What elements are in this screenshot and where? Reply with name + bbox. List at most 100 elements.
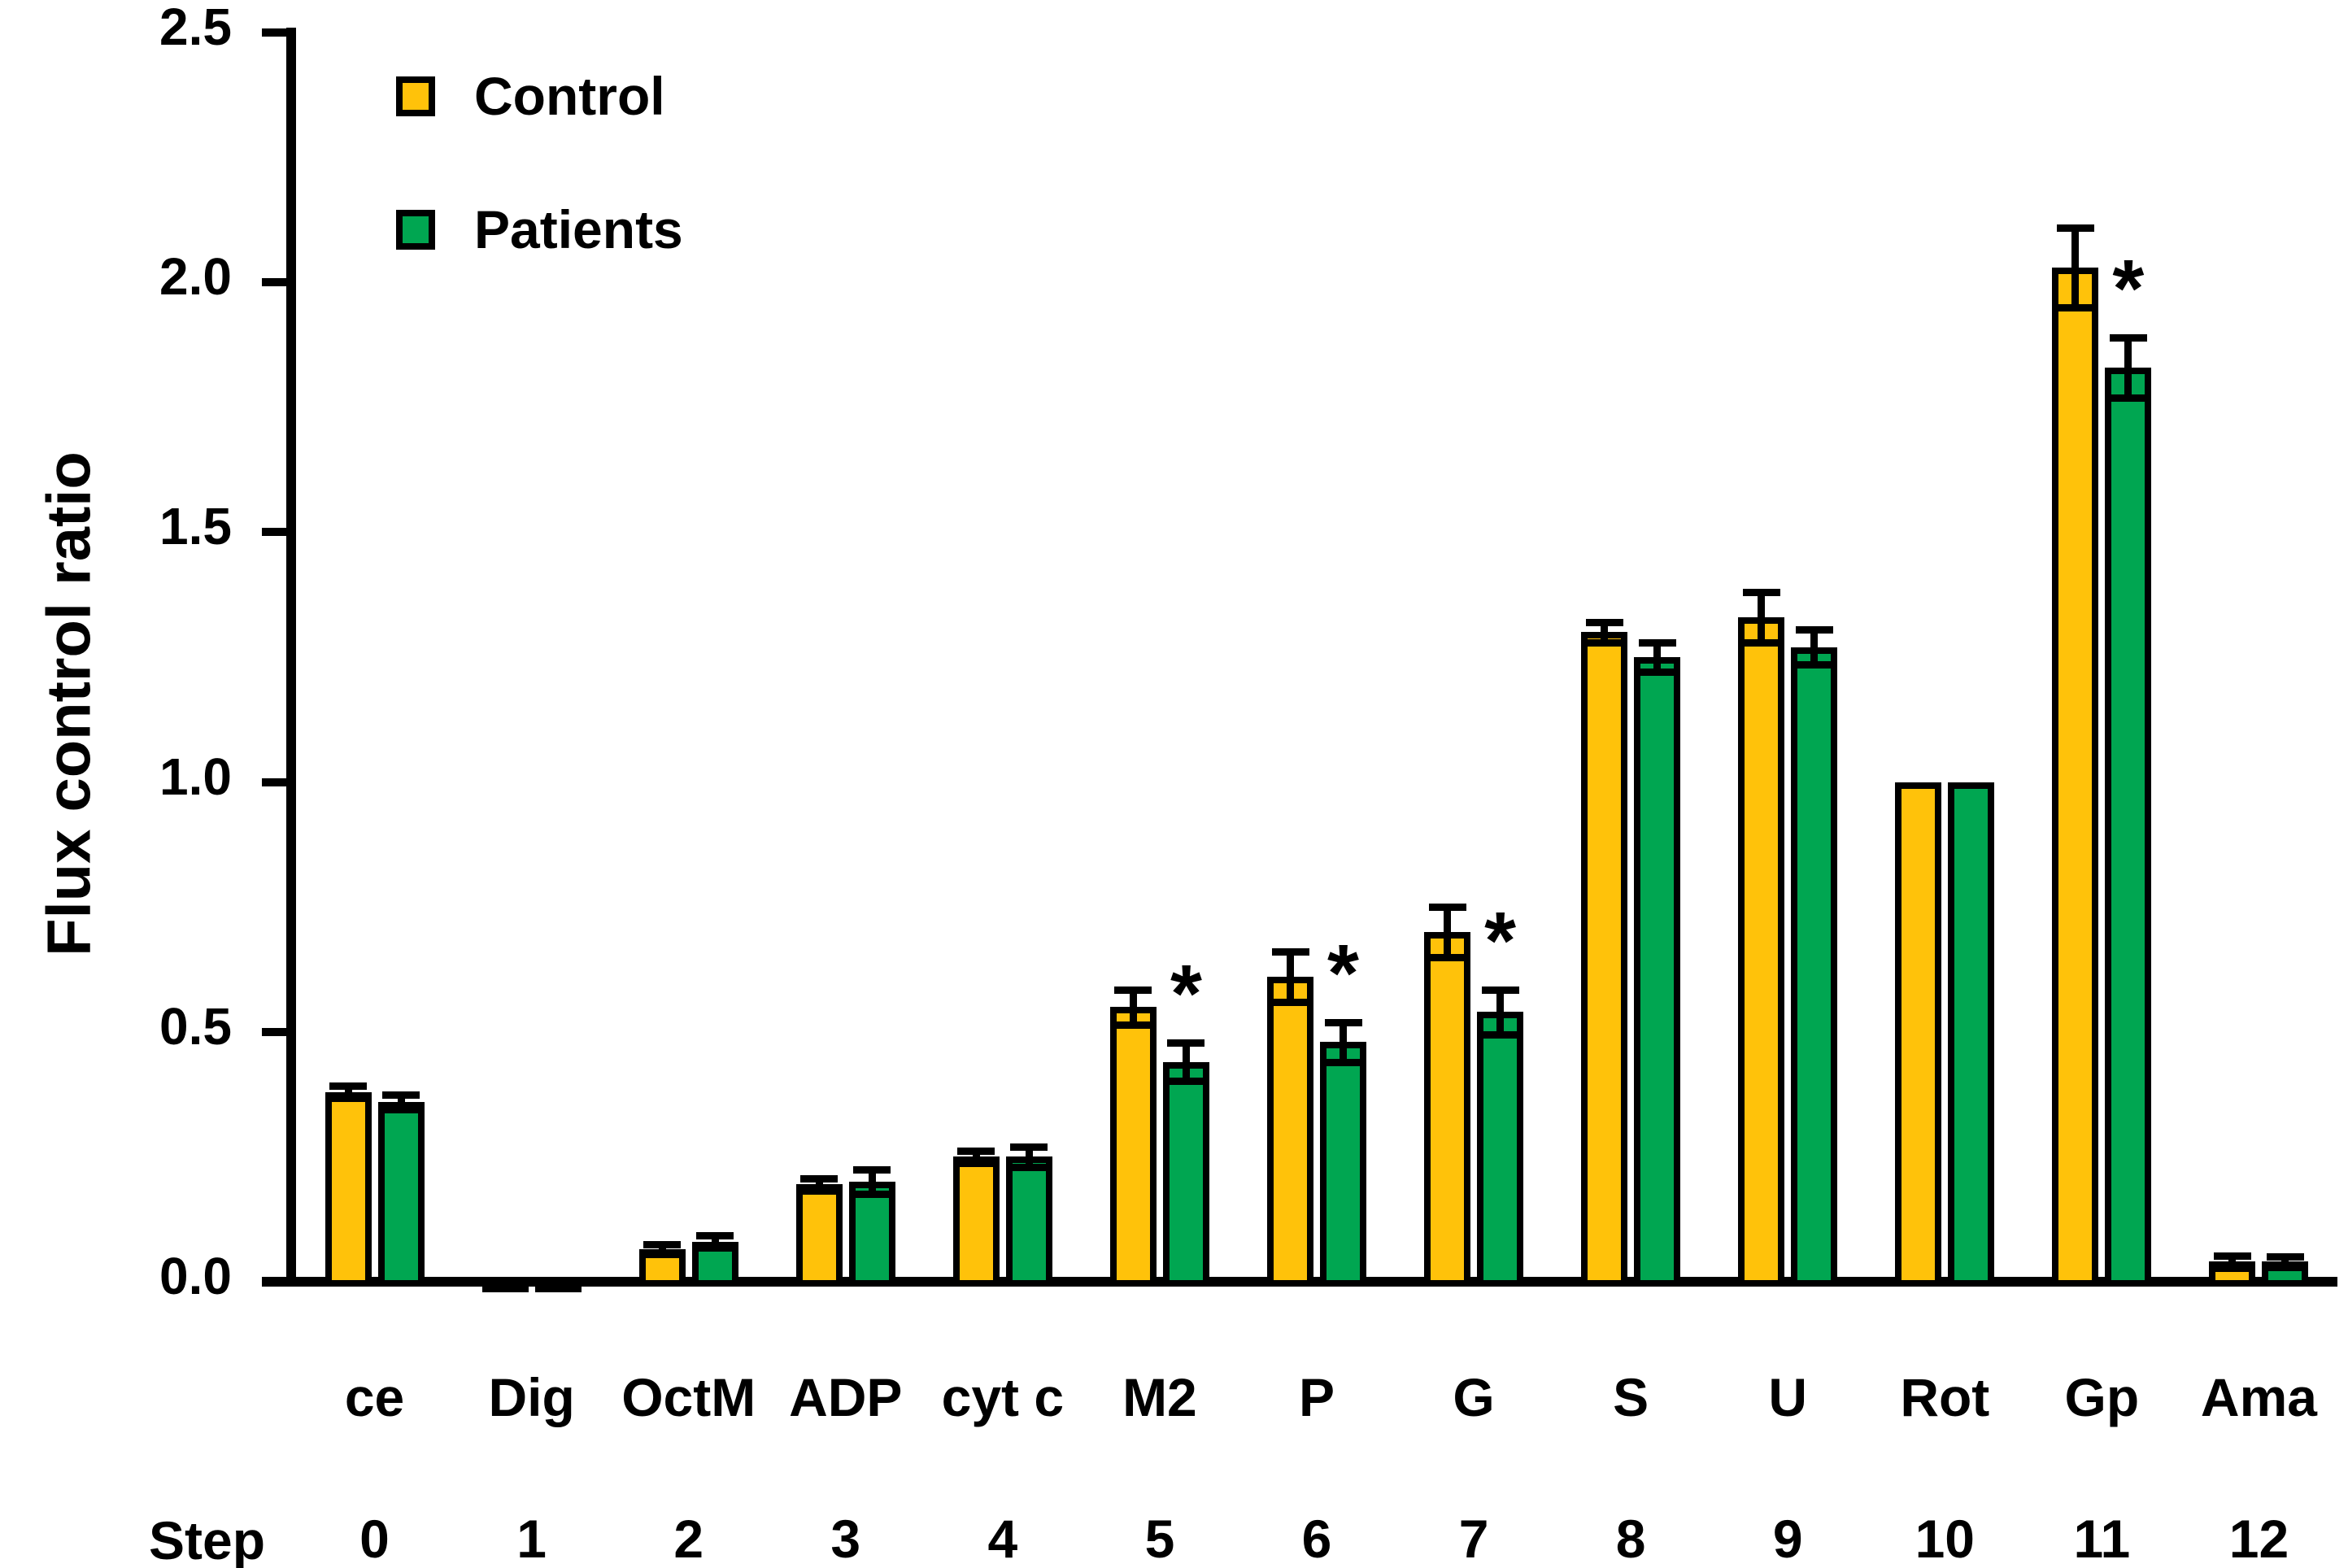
error-bar-stem bbox=[1287, 952, 1294, 1002]
x-label-ce: ce bbox=[344, 1367, 405, 1427]
patients-bar-Dig bbox=[534, 1278, 582, 1292]
error-bar-cap bbox=[382, 1091, 420, 1099]
error-bar-stem bbox=[1653, 642, 1662, 673]
error-bar-stem bbox=[658, 1244, 666, 1255]
step-number-2: 2 bbox=[673, 1509, 704, 1568]
step-row-label: Step bbox=[149, 1510, 266, 1568]
error-bar-cap bbox=[1167, 1078, 1205, 1085]
x-label-OctM: OctM bbox=[621, 1367, 756, 1427]
error-bar-cap bbox=[800, 1174, 839, 1183]
patients-bar-U bbox=[1791, 647, 1838, 1287]
error-bar-cap bbox=[1742, 638, 1780, 647]
y-tick-label: 2.0 bbox=[159, 247, 232, 307]
legend-entry-patients: Patients bbox=[396, 192, 683, 267]
error-bar-cap bbox=[696, 1232, 734, 1240]
x-label-ADP: ADP bbox=[789, 1367, 903, 1427]
patients-bar-P bbox=[1320, 1042, 1366, 1287]
significance-asterisk: * bbox=[2112, 242, 2145, 334]
y-tick-label: 0.0 bbox=[159, 1247, 232, 1305]
step-number-7: 7 bbox=[1458, 1509, 1489, 1568]
patients-swatch bbox=[396, 209, 435, 250]
error-bar-stem bbox=[2124, 337, 2132, 398]
error-bar-cap bbox=[1585, 618, 1623, 626]
error-bar-cap bbox=[2213, 1252, 2251, 1261]
step-number-1: 1 bbox=[516, 1509, 547, 1568]
patients-bar-Gp bbox=[2105, 367, 2152, 1287]
error-bar-cap bbox=[1795, 626, 1833, 634]
error-bar-stem bbox=[1810, 629, 1819, 665]
control-bar-S bbox=[1581, 632, 1628, 1287]
error-bar-cap bbox=[2213, 1264, 2251, 1272]
x-label-Ama: Ama bbox=[2200, 1367, 2317, 1427]
error-bar-cap bbox=[2109, 394, 2147, 402]
control-bar-cyt c bbox=[952, 1156, 1000, 1287]
step-number-5: 5 bbox=[1144, 1509, 1175, 1568]
legend-label-control: Control bbox=[474, 66, 665, 126]
x-label-cyt c: cyt c bbox=[941, 1367, 1065, 1427]
error-bar-cap bbox=[1481, 986, 1519, 994]
legend: Control Patients bbox=[396, 59, 683, 267]
error-bar-cap bbox=[1324, 1058, 1362, 1066]
error-bar-cap bbox=[1271, 948, 1309, 956]
y-axis bbox=[286, 28, 296, 1287]
step-number-6: 6 bbox=[1301, 1509, 1332, 1568]
patients-bar-M2 bbox=[1162, 1061, 1209, 1287]
error-bar-stem bbox=[1496, 989, 1505, 1034]
error-bar-cap bbox=[800, 1187, 839, 1195]
step-number-4: 4 bbox=[987, 1509, 1018, 1568]
error-bar-stem bbox=[1182, 1043, 1190, 1081]
error-bar-cap bbox=[643, 1251, 682, 1259]
x-label-Gp: Gp bbox=[2064, 1367, 2140, 1427]
error-bar-stem bbox=[1758, 592, 1766, 642]
error-bar-cap bbox=[1167, 1039, 1205, 1048]
error-bar-stem bbox=[1340, 1021, 1347, 1062]
y-tick bbox=[262, 278, 286, 287]
y-tick-label: 1.0 bbox=[159, 747, 232, 806]
error-bar-cap bbox=[2056, 224, 2094, 232]
step-number-12: 12 bbox=[2228, 1509, 2289, 1568]
error-bar-cap bbox=[1638, 669, 1676, 677]
control-bar-Gp bbox=[2052, 267, 2099, 1287]
error-bar-stem bbox=[2071, 227, 2080, 307]
significance-asterisk: * bbox=[1484, 895, 1517, 987]
error-bar-cap bbox=[1428, 904, 1466, 912]
y-axis-title: Flux control ratio bbox=[34, 451, 104, 956]
step-number-8: 8 bbox=[1615, 1509, 1646, 1568]
x-label-G: G bbox=[1453, 1367, 1495, 1427]
control-swatch bbox=[396, 76, 435, 116]
error-bar-stem bbox=[344, 1086, 352, 1098]
error-bar-cap bbox=[1481, 1030, 1519, 1039]
x-label-P: P bbox=[1298, 1367, 1335, 1427]
x-label-U: U bbox=[1768, 1367, 1808, 1427]
error-bar-cap bbox=[2266, 1263, 2304, 1271]
error-bar-stem bbox=[2228, 1256, 2237, 1268]
step-number-3: 3 bbox=[830, 1509, 861, 1568]
error-bar-cap bbox=[2109, 333, 2147, 342]
error-bar-stem bbox=[1129, 989, 1137, 1025]
error-bar-cap bbox=[957, 1148, 995, 1156]
error-bar-stem bbox=[1601, 621, 1609, 642]
control-bar-ce bbox=[325, 1091, 372, 1287]
control-bar-Dig bbox=[481, 1278, 529, 1292]
error-bar-stem bbox=[972, 1151, 980, 1163]
error-bar-stem bbox=[2281, 1257, 2289, 1267]
y-tick bbox=[262, 528, 286, 537]
error-bar-stem bbox=[1444, 907, 1452, 957]
error-bar-cap bbox=[1114, 986, 1152, 994]
error-bar-cap bbox=[2056, 303, 2094, 311]
error-bar-stem bbox=[397, 1094, 405, 1110]
step-number-11: 11 bbox=[2073, 1509, 2131, 1568]
error-bar-stem bbox=[868, 1169, 876, 1195]
legend-label-patients: Patients bbox=[474, 199, 683, 259]
patients-bar-S bbox=[1634, 657, 1681, 1287]
x-label-S: S bbox=[1613, 1367, 1649, 1427]
y-tick bbox=[262, 28, 286, 37]
control-bar-U bbox=[1738, 616, 1785, 1287]
control-bar-ADP bbox=[795, 1184, 843, 1287]
error-bar-stem bbox=[1025, 1147, 1033, 1167]
error-bar-cap bbox=[1795, 661, 1833, 669]
error-bar-stem bbox=[815, 1178, 823, 1191]
error-bar-cap bbox=[1742, 589, 1780, 597]
error-bar-cap bbox=[1638, 638, 1676, 647]
